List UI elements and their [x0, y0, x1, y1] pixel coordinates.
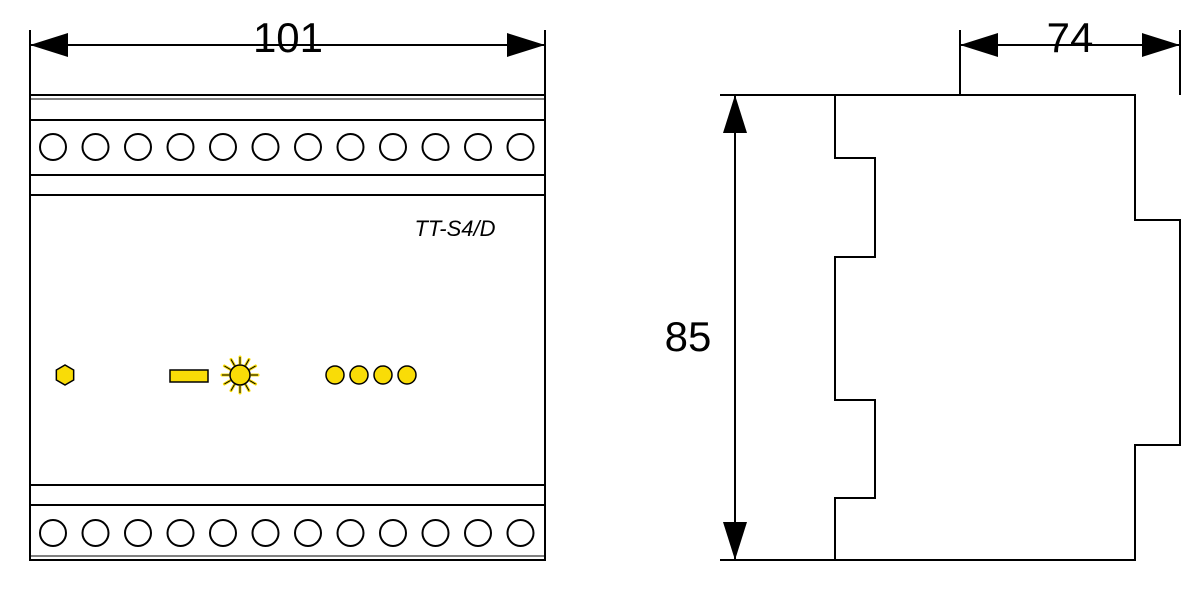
model-label: TT-S4/D: [414, 216, 495, 241]
dimension-depth: 74: [1047, 14, 1094, 61]
dimension-width: 101: [253, 14, 323, 61]
dimension-height: 85: [665, 313, 712, 360]
